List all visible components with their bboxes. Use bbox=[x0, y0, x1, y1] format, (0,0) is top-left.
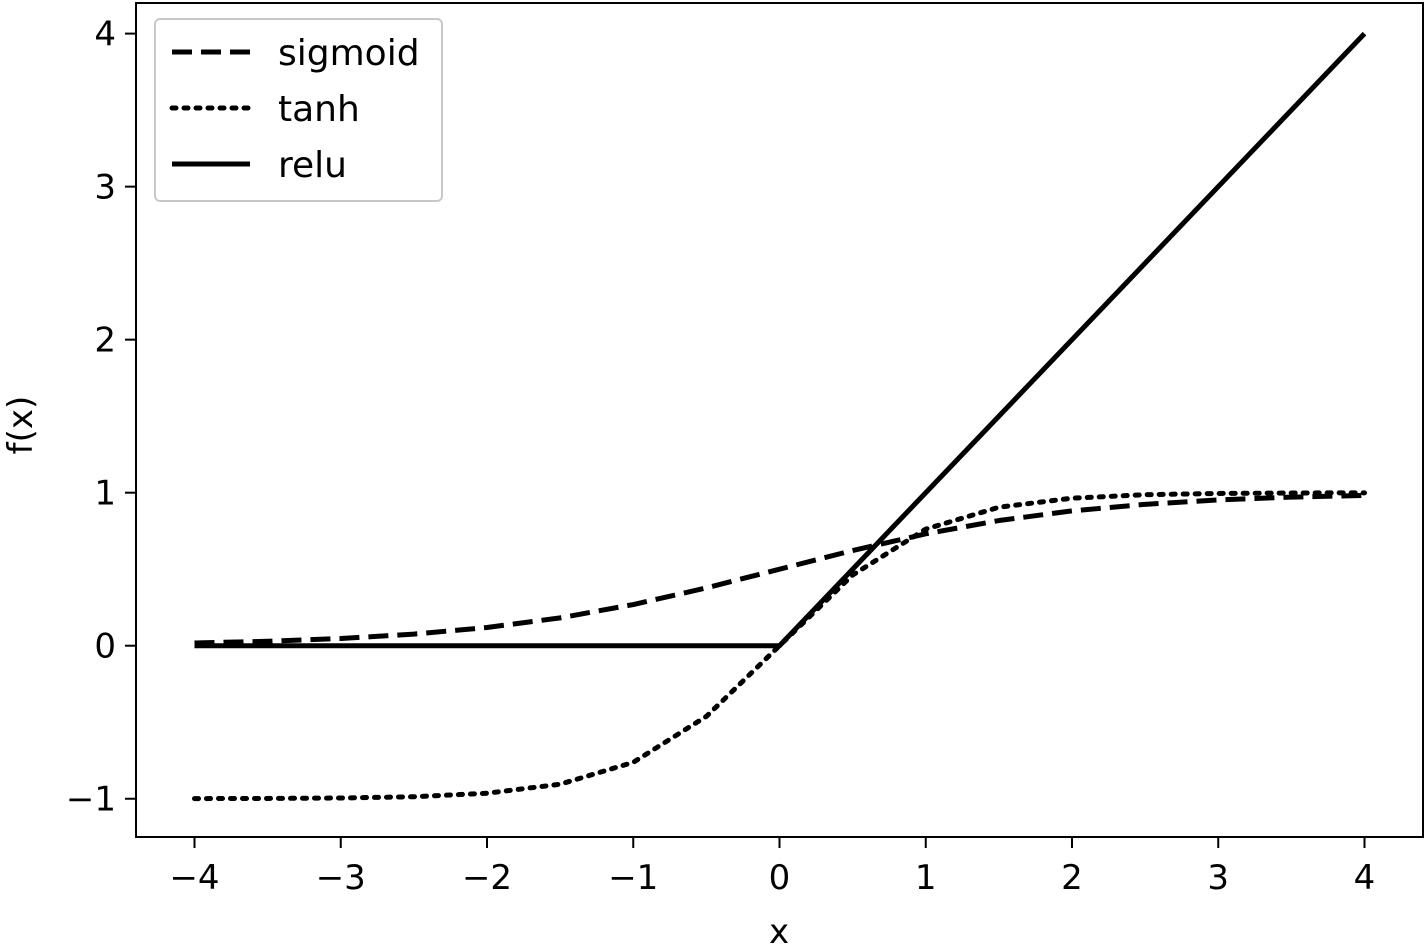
x-axis-ticks: −4 −3 −2 −1 0 1 2 3 4 bbox=[169, 837, 1375, 898]
x-tick-label: −1 bbox=[608, 858, 658, 898]
x-tick-label: −2 bbox=[462, 858, 512, 898]
series-line-sigmoid bbox=[194, 492, 1365, 646]
legend: sigmoid tanh relu bbox=[154, 18, 443, 202]
legend-label-relu: relu bbox=[278, 145, 347, 186]
y-tick-label: 2 bbox=[94, 321, 116, 361]
y-tick-label: 1 bbox=[94, 474, 116, 514]
x-tick-label: 3 bbox=[1207, 858, 1229, 898]
series-layer bbox=[192, 31, 1367, 802]
x-tick-label: −3 bbox=[316, 858, 366, 898]
x-tick-label: 0 bbox=[769, 858, 791, 898]
series-line-tanh bbox=[192, 490, 1367, 802]
x-tick-label: −4 bbox=[169, 858, 219, 898]
legend-frame bbox=[154, 18, 443, 202]
x-tick-label: 2 bbox=[1061, 858, 1083, 898]
y-tick-label: 3 bbox=[94, 168, 116, 208]
legend-label-tanh: tanh bbox=[278, 89, 360, 130]
series-line-relu bbox=[194, 31, 1367, 649]
y-tick-label: 4 bbox=[94, 15, 116, 55]
y-tick-label: 0 bbox=[94, 627, 116, 667]
x-axis-label: x bbox=[769, 912, 789, 946]
y-tick-label: −1 bbox=[66, 780, 116, 820]
x-tick-label: 1 bbox=[915, 858, 937, 898]
legend-label-sigmoid: sigmoid bbox=[278, 33, 420, 74]
x-tick-label: 4 bbox=[1354, 858, 1376, 898]
y-axis-ticks: −1 0 1 2 3 4 bbox=[66, 15, 136, 820]
y-axis-label: f(x) bbox=[1, 396, 41, 455]
